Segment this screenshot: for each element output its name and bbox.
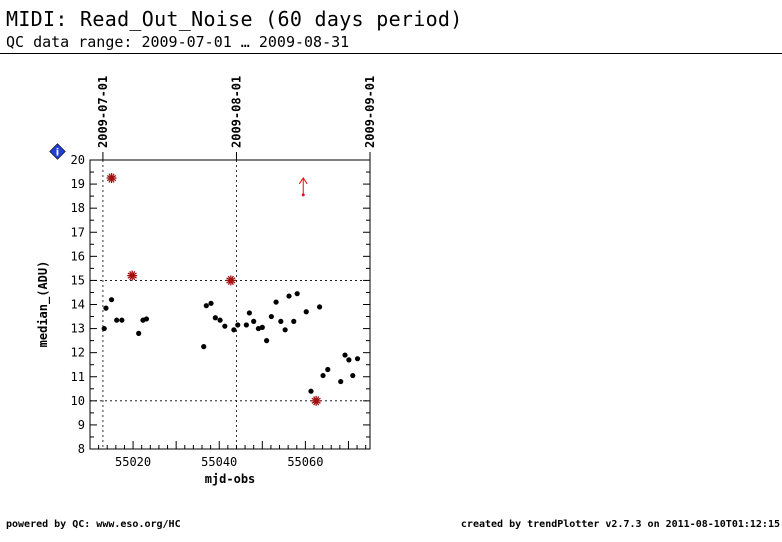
data-point: [350, 372, 356, 379]
x-tick-label: 55020: [115, 455, 151, 469]
y-tick-label: 9: [78, 418, 85, 432]
data-point: [119, 317, 125, 323]
data-point: [303, 309, 309, 315]
data-point: [294, 291, 300, 297]
y-tick-label: 14: [71, 298, 85, 312]
data-point: [243, 322, 249, 328]
data-point: [273, 299, 279, 305]
data-marks: [101, 173, 361, 406]
data-point: [259, 324, 265, 330]
outlier-core: [109, 176, 114, 181]
data-point: [108, 297, 115, 303]
data-point: [143, 316, 150, 322]
info-diamond-icon[interactable]: i: [49, 143, 66, 160]
data-point: [342, 352, 348, 358]
outlier-core: [228, 278, 233, 283]
data-point: [320, 372, 326, 379]
y-tick-label: 20: [71, 153, 85, 167]
data-point: [222, 323, 228, 329]
x-tick-label: 55060: [287, 455, 323, 469]
page-subtitle: QC data range: 2009-07-01 … 2009-08-31: [6, 33, 350, 51]
data-point: [208, 300, 214, 306]
data-point: [338, 378, 344, 385]
data-point: [308, 388, 314, 394]
data-point: [282, 327, 288, 333]
data-point: [278, 318, 284, 324]
y-tick-label: 15: [71, 273, 85, 287]
x-tick-label: 55040: [201, 455, 237, 469]
y-tick-label: 11: [71, 370, 85, 384]
arrow-head: [298, 177, 308, 185]
header-divider: [0, 53, 782, 54]
data-point: [217, 317, 223, 323]
data-point: [103, 305, 109, 311]
plot-frame: [89, 159, 371, 450]
outlier-core: [130, 273, 135, 278]
data-point: [291, 318, 297, 324]
out-of-range-arrow: [298, 177, 308, 197]
y-axis-title: median_(ADU): [36, 261, 51, 348]
data-point: [268, 313, 274, 320]
date-marker-label: 2009-07-01: [96, 76, 110, 148]
y-tick-label: 10: [71, 394, 85, 408]
y-tick-label: 8: [78, 442, 85, 456]
date-marker-label: 2009-09-01: [363, 76, 377, 148]
data-point: [101, 325, 107, 332]
y-tick-label: 16: [71, 249, 85, 263]
data-point: [246, 310, 252, 316]
x-axis-title: mjd-obs: [205, 472, 256, 486]
date-marker-label: 2009-08-01: [229, 76, 243, 148]
data-point: [201, 344, 207, 350]
y-tick-label: 17: [71, 225, 85, 239]
footer-created-by: created by trendPlotter v2.7.3 on 2011-0…: [460, 519, 780, 530]
data-point: [235, 322, 241, 328]
data-point: [354, 356, 361, 362]
outlier-core: [314, 398, 319, 403]
data-point: [203, 303, 209, 309]
data-point: [114, 317, 120, 323]
data-point: [251, 318, 257, 324]
y-tick-label: 12: [71, 346, 85, 360]
data-point: [286, 293, 292, 299]
outlier-point: [106, 173, 117, 184]
info-diamond-label: i: [56, 148, 59, 159]
data-point: [325, 366, 331, 373]
data-point: [264, 338, 270, 344]
data-point: [231, 327, 237, 333]
arrow-base-point: [301, 193, 305, 197]
trend-chart: 2009-07-01 2009-08-01 2009-09-01 8 9 10 11 12 13…: [36, 76, 377, 486]
data-point: [346, 357, 352, 363]
y-tick-label: 18: [71, 201, 85, 215]
footer-powered-by: powered by QC: www.eso.org/HC: [6, 519, 181, 530]
outlier-point: [311, 395, 322, 406]
y-tick-label: 19: [71, 177, 85, 191]
gridlines: [90, 160, 371, 449]
data-point: [317, 304, 323, 310]
outlier-point: [127, 270, 138, 281]
page-title: MIDI: Read_Out_Noise (60 days period): [6, 7, 463, 31]
outlier-point: [225, 275, 236, 286]
y-tick-label: 13: [71, 322, 85, 336]
axis-ticks: 2009-07-01 2009-08-01 2009-09-01 8 9 10 11 12 13…: [71, 76, 377, 469]
data-point: [136, 330, 142, 336]
data-point: [212, 315, 218, 321]
